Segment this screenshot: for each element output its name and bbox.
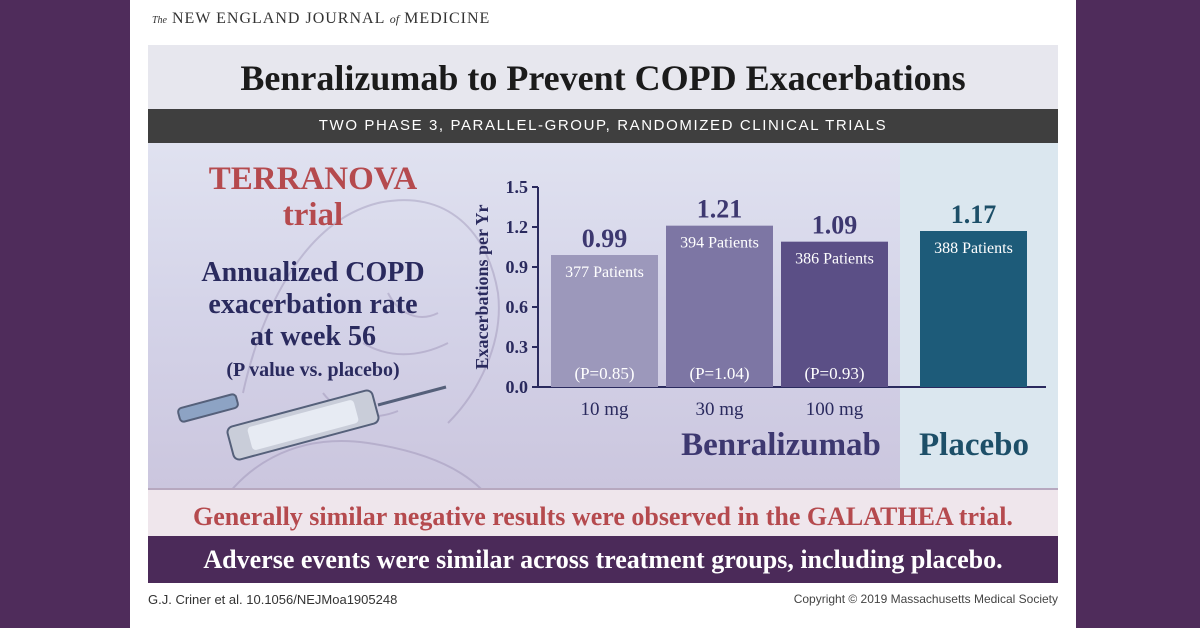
bar-value-label: 0.99	[582, 224, 628, 253]
adverse-events-finding: Adverse events were similar across treat…	[148, 536, 1058, 583]
results-panel: TERRANOVA trial Annualized COPD exacerba…	[148, 143, 1058, 527]
patient-illustration	[177, 199, 509, 527]
bar	[781, 241, 888, 387]
y-tick-label: 1.5	[506, 177, 529, 197]
bar-p-value: (P=0.93)	[804, 364, 864, 383]
copyright: Copyright © 2019 Massachusetts Medical S…	[793, 592, 1058, 606]
galathea-finding: Generally similar negative results were …	[148, 488, 1058, 544]
bar-value-label: 1.21	[697, 195, 743, 224]
journal-of: of	[389, 12, 400, 26]
bar-patient-count: 388 Patients	[934, 240, 1013, 257]
placebo-group-label: Placebo	[919, 427, 1029, 463]
bar-value-label: 1.17	[951, 200, 997, 229]
journal-masthead: The NEW ENGLAND JOURNAL of MEDICINE	[152, 10, 490, 28]
bar-patient-count: 377 Patients	[565, 264, 644, 281]
journal-name-part1: NEW ENGLAND JOURNAL	[172, 10, 385, 27]
outcome-description: Annualized COPD exacerbation rate at wee…	[178, 257, 448, 353]
citation: G.J. Criner et al. 10.1056/NEJMoa1905248	[148, 592, 398, 607]
benralizumab-group-label: Benralizumab	[681, 427, 881, 463]
abstract-frame: Benralizumab to Prevent COPD Exacerbatio…	[148, 45, 1058, 583]
y-tick-label: 0.6	[506, 297, 529, 317]
bar-patient-count: 394 Patients	[680, 235, 759, 252]
syringe-illustration	[177, 385, 447, 461]
journal-name-part2: MEDICINE	[404, 10, 491, 27]
trial-name: TERRANOVA trial	[188, 161, 438, 233]
bar-value-label: 1.09	[812, 211, 858, 240]
bar-p-value: (P=1.04)	[689, 364, 749, 383]
page-title: Benralizumab to Prevent COPD Exacerbatio…	[240, 58, 966, 98]
bar	[666, 225, 773, 387]
infographic-card: The NEW ENGLAND JOURNAL of MEDICINE Benr…	[130, 0, 1076, 628]
outcome-line2: exacerbation rate	[208, 289, 418, 320]
bar-p-value: (P=0.85)	[574, 364, 634, 383]
p-value-note: (P value vs. placebo)	[226, 359, 400, 381]
y-axis-label: Exacerbations per Yr	[472, 205, 492, 370]
x-tick-label: 100 mg	[806, 399, 864, 420]
bar-patient-count: 386 Patients	[795, 251, 874, 268]
bar	[551, 255, 658, 387]
trial-name-line1: TERRANOVA	[208, 161, 418, 197]
y-tick-label: 0.3	[506, 337, 529, 357]
trial-design-banner: TWO PHASE 3, PARALLEL-GROUP, RANDOMIZED …	[148, 109, 1058, 143]
outcome-line3: at week 56	[250, 321, 376, 352]
x-tick-label: 10 mg	[580, 399, 629, 420]
journal-the: The	[152, 15, 167, 26]
y-tick-label: 0.0	[506, 377, 529, 397]
y-tick-label: 0.9	[506, 257, 529, 277]
bar	[920, 231, 1027, 387]
bar-chart: 0.0 0.3 0.6 0.9 1.2 1.5 Exacerbations per Yr 0.…	[472, 177, 1046, 463]
trial-name-line2: trial	[282, 197, 344, 233]
x-tick-label: 30 mg	[695, 399, 744, 420]
y-tick-label: 1.2	[506, 217, 529, 237]
outcome-line1: Annualized COPD	[201, 257, 425, 288]
